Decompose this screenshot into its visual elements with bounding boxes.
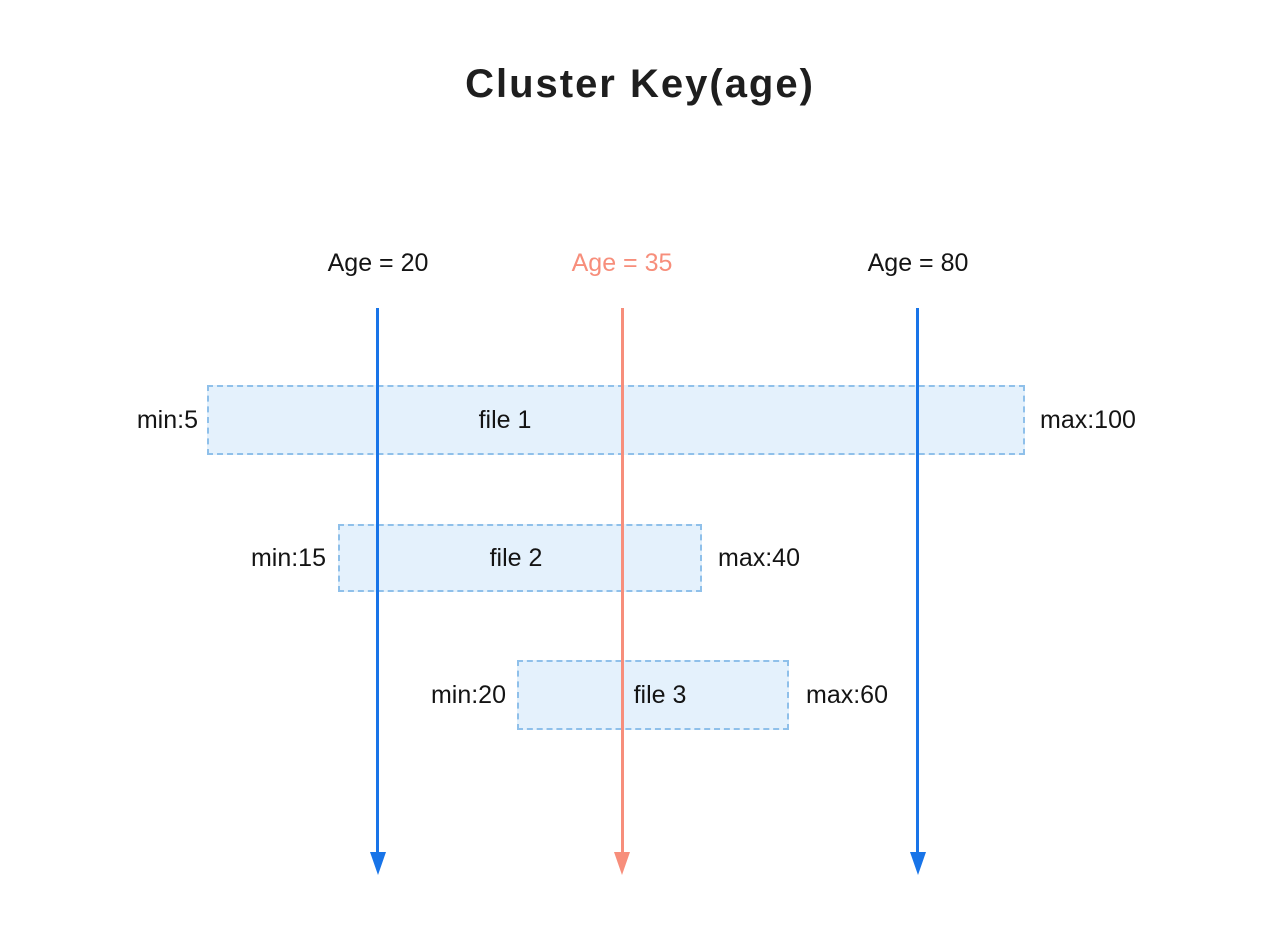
file2-range-box [338,524,702,592]
file1-min-label: min:5 [136,406,198,434]
file2-max-label: max:40 [718,544,800,572]
arrow-down-icon [910,852,926,875]
age-80-line [916,308,919,854]
file1-range-box [207,385,1025,455]
arrow-down-icon [370,852,386,875]
file1-name-label: file 1 [478,406,532,434]
file2-min-label: min:15 [250,544,326,572]
file3-range-box [517,660,789,730]
age-35-line [621,308,624,854]
age-marker-label-35: Age = 35 [571,249,673,277]
age-marker-label-80: Age = 80 [867,249,969,277]
file1-max-label: max:100 [1040,406,1136,434]
age-marker-label-20: Age = 20 [327,249,429,277]
file3-name-label: file 3 [633,681,687,709]
file2-name-label: file 2 [489,544,543,572]
age-20-line [376,308,379,854]
file3-min-label: min:20 [430,681,506,709]
diagram-title: Cluster Key(age) [465,62,815,106]
arrow-down-icon [614,852,630,875]
file3-max-label: max:60 [806,681,888,709]
